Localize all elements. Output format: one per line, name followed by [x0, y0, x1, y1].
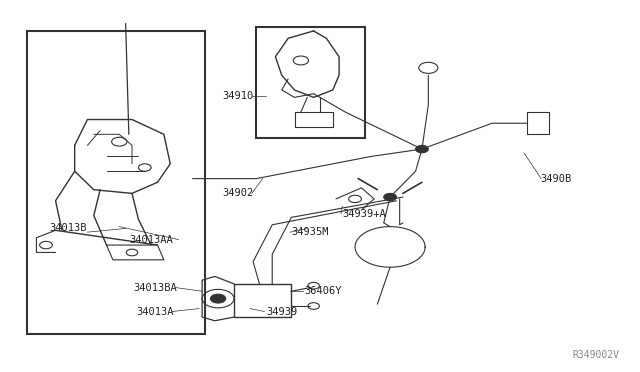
Bar	[256, 27, 365, 138]
Text: 34939+A: 34939+A	[342, 209, 386, 219]
Circle shape	[384, 193, 396, 201]
Text: 34013A: 34013A	[136, 307, 173, 317]
Text: 34013BA: 34013BA	[133, 283, 177, 292]
Text: 34939: 34939	[266, 307, 297, 317]
Circle shape	[415, 145, 428, 153]
Text: R349002V: R349002V	[573, 350, 620, 359]
Text: 34013B: 34013B	[49, 224, 86, 234]
Circle shape	[211, 294, 226, 303]
Text: 34910: 34910	[222, 90, 253, 100]
Bar	[27, 31, 205, 334]
Text: 36406Y: 36406Y	[304, 286, 342, 296]
Text: 34902: 34902	[222, 188, 253, 198]
Text: 34013AA: 34013AA	[129, 234, 173, 244]
Text: 34935M: 34935M	[291, 227, 329, 237]
Text: 3490B: 3490B	[540, 174, 571, 184]
